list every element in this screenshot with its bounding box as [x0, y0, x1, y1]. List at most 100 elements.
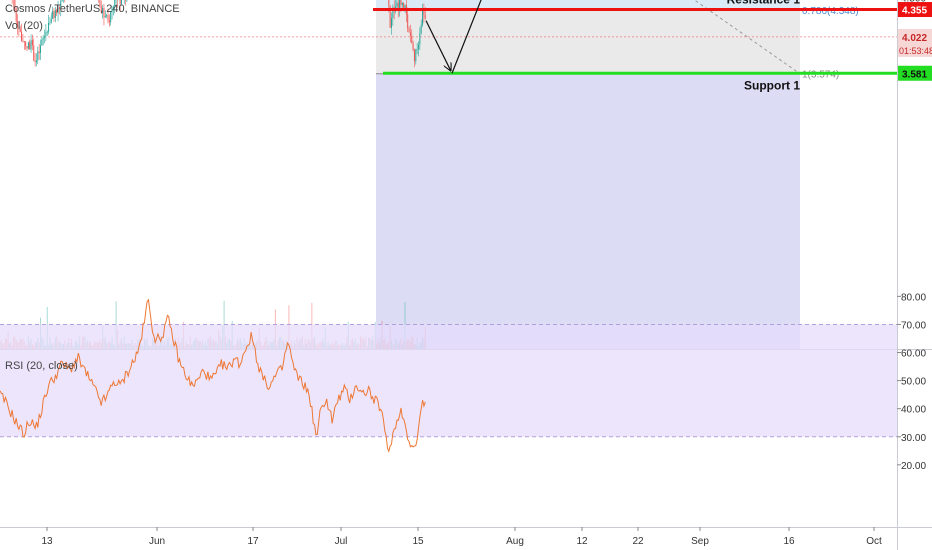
candle-body: [21, 31, 23, 41]
fib-label-0.786: 0.786(4.348): [802, 6, 859, 17]
candle-body: [121, 0, 122, 4]
fib-zone-0.618: [376, 0, 800, 11]
candle-body: [58, 7, 60, 9]
price-tag-support-1-bg: [898, 65, 932, 81]
time-tick-label: 17: [247, 536, 259, 547]
candle-body: [104, 16, 106, 18]
rsi-band: [0, 324, 897, 437]
price-tag-resistance-1-bg: [898, 2, 932, 18]
rsi-tick-label: 70.00: [901, 320, 926, 331]
candle-body: [56, 10, 58, 14]
candle-body: [27, 42, 29, 49]
time-tick-label: 15: [412, 536, 424, 547]
candle-body: [423, 10, 425, 16]
candle-body: [60, 1, 62, 9]
candle-body: [29, 42, 31, 50]
candle-body: [400, 0, 402, 5]
candle-body: [15, 8, 17, 22]
candle-body: [35, 60, 37, 63]
current-price-tag: 4.022: [902, 33, 927, 44]
candle-body: [46, 31, 48, 33]
candle-body: [399, 0, 401, 11]
candle-body: [422, 10, 424, 25]
candle-body: [37, 51, 39, 61]
time-tick-label: 16: [783, 536, 795, 547]
candle-body: [418, 44, 419, 50]
projection-arrow: [425, 20, 451, 71]
rsi-tick-label: 80.00: [901, 292, 926, 303]
candle-body: [111, 8, 113, 12]
candle-body: [44, 36, 46, 38]
candle-body: [19, 29, 21, 32]
candle-body: [26, 46, 28, 49]
candle-body: [30, 40, 32, 50]
candle-body: [50, 18, 52, 23]
candle-body: [42, 37, 44, 40]
candle-body: [34, 60, 36, 63]
candle-body: [106, 15, 108, 17]
candle-body: [17, 21, 19, 27]
candle-body: [411, 35, 413, 44]
candle-body: [100, 6, 102, 14]
candle-body: [31, 40, 33, 46]
price-tag-support-1: 3.581: [902, 69, 927, 80]
candle-body: [401, 2, 403, 5]
candle-body: [396, 2, 398, 7]
candle-body: [391, 17, 392, 28]
candle-body: [22, 40, 24, 42]
candle-body: [108, 20, 110, 23]
candle-body: [61, 0, 63, 2]
time-tick-label: Jul: [335, 536, 348, 547]
candle-body: [424, 15, 426, 19]
candle-body: [110, 11, 112, 23]
candle-body: [112, 6, 114, 9]
candle-body: [397, 2, 399, 11]
time-tick-label: Jun: [149, 536, 165, 547]
candle-body: [33, 45, 35, 61]
rsi-indicator-label: RSI (20, close): [5, 360, 78, 372]
level-label-support-1: Support 1: [744, 78, 800, 92]
candle-body: [415, 49, 417, 62]
candle-body: [107, 15, 109, 21]
candle-body: [413, 49, 415, 62]
rsi-tick-label: 20.00: [901, 461, 926, 472]
candle-body: [53, 10, 55, 18]
candle-body: [419, 33, 421, 45]
candle-body: [403, 2, 405, 9]
candle-body: [54, 10, 56, 18]
time-tick-label: 22: [632, 536, 644, 547]
candle-body: [48, 22, 50, 32]
time-tick-label: Aug: [506, 536, 524, 547]
rsi-tick-label: 60.00: [901, 349, 926, 360]
time-tick-label: 12: [576, 536, 588, 547]
candle-body: [57, 7, 59, 14]
time-tick-label: Oct: [866, 536, 882, 547]
candle-countdown: 01:53:48: [899, 46, 932, 56]
candle-body: [25, 41, 27, 47]
candle-body: [40, 45, 41, 54]
price-tag-resistance-1: 4.355: [902, 6, 927, 17]
candle-body: [102, 8, 104, 14]
time-tick-label: 13: [41, 536, 53, 547]
candle-body: [114, 0, 116, 7]
candle-body: [420, 24, 422, 34]
rsi-tick-label: 40.00: [901, 405, 926, 416]
candle-body: [41, 39, 43, 46]
candle-body: [23, 41, 25, 42]
rsi-tick-label: 50.00: [901, 377, 926, 388]
candle-body: [409, 32, 411, 36]
candle-body: [119, 0, 121, 4]
projection-arrow: [451, 0, 482, 74]
volume-indicator-label: Vol (20): [5, 20, 43, 32]
symbol-title: Cosmos / TetherUS, 240, BINANCE: [5, 3, 180, 15]
candle-body: [404, 4, 406, 9]
candle-body: [49, 22, 51, 24]
fib-zone-0.786: [376, 10, 800, 74]
candle-body: [103, 8, 105, 18]
candle-body: [407, 14, 409, 29]
level-label-resistance-1: Resistance 1: [727, 0, 801, 7]
candle-body: [45, 31, 47, 37]
rsi-tick-label: 30.00: [901, 433, 926, 444]
candle-body: [388, 0, 390, 6]
